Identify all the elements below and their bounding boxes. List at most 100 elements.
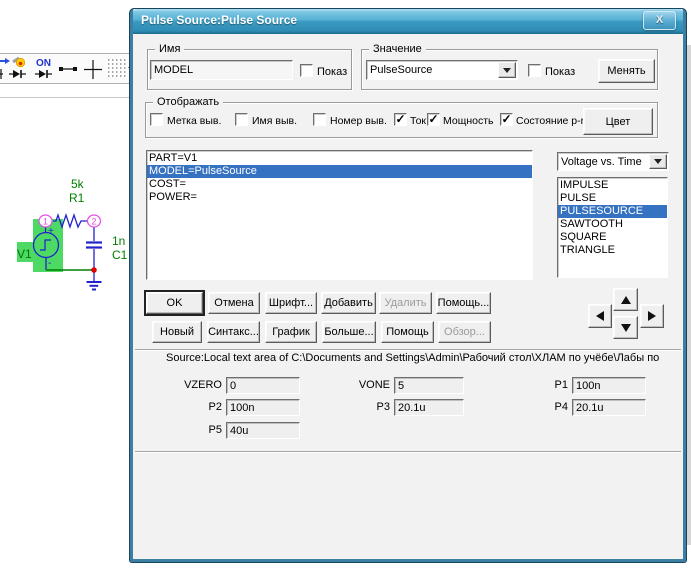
resistor-value-label: 5k bbox=[71, 177, 85, 191]
resistor-ref-label: R1 bbox=[69, 191, 85, 205]
model-item-selected[interactable]: PULSESOURCE bbox=[558, 205, 667, 218]
vzero-label: VZERO bbox=[184, 379, 222, 391]
close-button[interactable]: X bbox=[643, 11, 676, 30]
attributes-list: PART=V1 MODEL=PulseSource COST= POWER= bbox=[146, 150, 533, 280]
vone-label: VONE bbox=[358, 379, 390, 391]
svg-text:ON: ON bbox=[36, 58, 51, 69]
pin-names-label: Имя выв. bbox=[252, 115, 297, 127]
vzero-input[interactable] bbox=[226, 377, 300, 394]
window-divider bbox=[0, 97, 133, 98]
nav-down-button[interactable] bbox=[613, 316, 638, 339]
plot-button[interactable]: График bbox=[265, 321, 317, 343]
name-input[interactable] bbox=[150, 60, 293, 80]
resistor-symbol[interactable] bbox=[53, 212, 87, 230]
name-group-label: Имя bbox=[155, 43, 185, 55]
model-item[interactable]: SQUARE bbox=[560, 231, 607, 243]
pin-names-checkbox[interactable] bbox=[235, 113, 248, 126]
cursor-fragment-icon[interactable] bbox=[0, 58, 10, 79]
arrow-right-icon bbox=[648, 311, 656, 321]
pin-markers-checkbox[interactable] bbox=[150, 113, 163, 126]
arrow-down-icon bbox=[620, 323, 631, 332]
nav-left-button[interactable] bbox=[588, 304, 612, 328]
new-button[interactable]: Новый bbox=[152, 321, 202, 343]
grid-dots-icon[interactable] bbox=[108, 59, 126, 77]
pulse-source-symbol[interactable] bbox=[32, 231, 60, 259]
chevron-down-icon bbox=[654, 159, 662, 164]
value-group: Значение PulseSource Показ Менять bbox=[361, 43, 658, 90]
help-bar-button[interactable]: Помощь bbox=[381, 321, 434, 343]
add-button[interactable]: Добавить bbox=[321, 292, 376, 314]
node-1-marker bbox=[38, 214, 53, 228]
font-button[interactable]: Шрифт... bbox=[265, 292, 317, 314]
p2-label: P2 bbox=[208, 401, 222, 413]
separator bbox=[135, 349, 681, 350]
show-name-checkbox-label: Показ bbox=[317, 66, 348, 78]
model-item[interactable]: SAWTOOTH bbox=[560, 218, 623, 230]
expand-button[interactable]: Больше... bbox=[322, 321, 376, 343]
color-button[interactable]: Цвет bbox=[583, 108, 653, 135]
model-item[interactable]: TRIANGLE bbox=[560, 244, 616, 256]
schematic-canvas[interactable]: 5k R1 + - 1 2 V1 1n C1 bbox=[0, 170, 135, 300]
p5-input[interactable] bbox=[226, 422, 300, 439]
show-value-checkbox-label: Показ bbox=[545, 66, 576, 78]
capacitor-value-label: 1n bbox=[112, 234, 125, 248]
value-combobox[interactable]: PulseSource bbox=[366, 60, 518, 80]
diode-on-icon[interactable]: ON bbox=[35, 58, 52, 78]
show-value-checkbox[interactable] bbox=[528, 64, 541, 77]
p4-label: P4 bbox=[554, 401, 568, 413]
attribute-item-selected[interactable]: MODEL=PulseSource bbox=[147, 165, 532, 178]
pin-numbers-label: Номер выв. bbox=[330, 115, 387, 127]
browse-button: Обзор... bbox=[438, 321, 491, 343]
nav-up-button[interactable] bbox=[613, 288, 638, 311]
pulse-waveform-glyph bbox=[40, 239, 51, 251]
toolbar-icons: ON bbox=[0, 56, 134, 79]
ok-button[interactable]: OK bbox=[146, 292, 203, 314]
show-name-checkbox[interactable] bbox=[300, 64, 313, 77]
waveform-combobox-text: Voltage vs. Time bbox=[561, 156, 642, 168]
p1-input[interactable] bbox=[572, 377, 646, 394]
node-1-label: 1 bbox=[43, 217, 48, 227]
waveform-combobox-arrow[interactable] bbox=[649, 154, 667, 169]
name-group: Имя Показ bbox=[147, 43, 352, 90]
model-item[interactable]: PULSE bbox=[560, 192, 597, 204]
p1-label: P1 bbox=[554, 379, 568, 391]
dialog-titlebar[interactable]: Pulse Source:Pulse Source X bbox=[133, 9, 683, 34]
attribute-item[interactable]: POWER= bbox=[149, 191, 197, 203]
p4-input[interactable] bbox=[572, 399, 646, 416]
change-button[interactable]: Менять bbox=[598, 59, 655, 83]
pulse-source-dialog: Pulse Source:Pulse Source X Имя Показ Зн… bbox=[130, 9, 686, 562]
chevron-down-icon bbox=[503, 67, 511, 73]
display-group: Отображать Метка выв. Имя выв. Номер выв… bbox=[145, 96, 658, 138]
power-label: Мощность bbox=[443, 115, 494, 127]
pin-numbers-checkbox[interactable] bbox=[313, 113, 326, 126]
junction-dot bbox=[91, 267, 97, 273]
arrow-up-icon bbox=[620, 295, 631, 304]
diode-flame-icon[interactable] bbox=[9, 56, 26, 78]
current-checkbox[interactable] bbox=[394, 113, 407, 126]
condition-label: Состояние p-n bbox=[516, 115, 587, 127]
models-list: IMPULSE PULSE PULSESOURCE SAWTOOTH SQUAR… bbox=[557, 177, 668, 278]
source-path-text: Source:Local text area of C:\Documents a… bbox=[166, 352, 660, 364]
power-checkbox[interactable] bbox=[427, 113, 440, 126]
source-ref-label: V1 bbox=[17, 247, 32, 261]
vone-input[interactable] bbox=[394, 377, 464, 394]
cancel-button[interactable]: Отмена bbox=[208, 292, 260, 314]
waveform-combobox[interactable]: Voltage vs. Time bbox=[557, 152, 669, 171]
p3-label: P3 bbox=[376, 401, 390, 413]
wire-icon[interactable] bbox=[59, 67, 77, 71]
attribute-item[interactable]: PART=V1 bbox=[149, 152, 198, 164]
help-button[interactable]: Помощь... bbox=[436, 292, 491, 314]
app-background-strip bbox=[686, 45, 691, 545]
attribute-item[interactable]: COST= bbox=[149, 178, 186, 190]
condition-checkbox[interactable] bbox=[500, 113, 513, 126]
delete-button: Удалить bbox=[379, 292, 432, 314]
nav-right-button[interactable] bbox=[640, 304, 664, 328]
plus-label: + bbox=[48, 226, 54, 237]
p2-input[interactable] bbox=[226, 399, 300, 416]
cross-icon[interactable] bbox=[84, 60, 102, 79]
p3-input[interactable] bbox=[394, 399, 464, 416]
value-combobox-arrow[interactable] bbox=[498, 62, 516, 78]
syntax-button[interactable]: Синтакс... bbox=[207, 321, 260, 343]
model-item[interactable]: IMPULSE bbox=[560, 179, 609, 191]
